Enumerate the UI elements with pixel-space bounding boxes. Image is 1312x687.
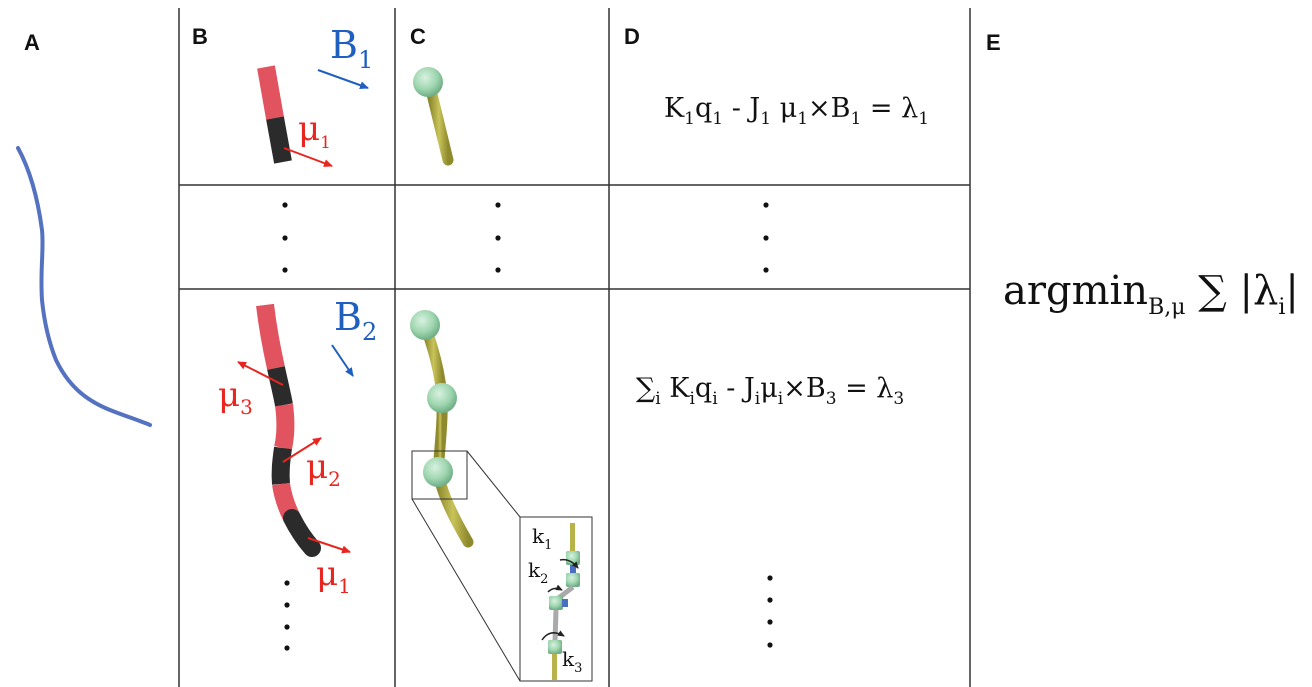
moment-arrow-top (283, 147, 333, 167)
zoom-line-top (466, 450, 521, 518)
rod-short (257, 65, 292, 164)
equation-single: K1q1 - J1 μ1×B1 = λ1 (664, 93, 929, 129)
moment-label-1: μ1 (316, 554, 351, 598)
moment-arrow-2 (282, 437, 322, 463)
zoom-source-box (411, 450, 468, 500)
spring-label-3: k3 (562, 647, 582, 676)
panel-label-b: B (192, 24, 208, 49)
spring-inset (519, 516, 593, 682)
sphere-3 (423, 457, 453, 487)
panel-label-a: A (24, 30, 40, 55)
bead-chain (410, 310, 474, 548)
spring-label-2: k2 (528, 558, 548, 587)
field-label-top: B1 (330, 23, 373, 74)
field-label-bottom: B2 (334, 295, 377, 346)
sphere-2 (427, 383, 457, 413)
rod-top (424, 80, 454, 166)
sphere-1 (410, 310, 440, 340)
moment-arrow-3 (237, 361, 284, 386)
spring-label-1: k1 (532, 524, 552, 553)
moment-label-3: μ3 (218, 375, 253, 419)
zoom-line-bottom (411, 498, 521, 682)
ellipsis-middle (282, 202, 769, 273)
field-arrow-bottom (331, 344, 354, 377)
moment-label-top: μ1 (298, 109, 331, 153)
equation-sum: ∑i Kiqi - Jiμi×B3 = λ3 (636, 373, 904, 409)
ellipsis-d-bottom (767, 575, 773, 648)
moment-label-2: μ2 (306, 447, 341, 491)
sphere-top (413, 67, 443, 97)
ellipsis-b-bottom (284, 580, 290, 651)
moment-arrow-1 (307, 537, 351, 554)
panel-grid (178, 8, 971, 687)
filament-curve (16, 146, 152, 427)
panel-label-d: D (624, 24, 640, 49)
optimization-expression: argminB,μ ∑ |λi| (1003, 268, 1299, 320)
field-arrow-top (317, 69, 369, 90)
rod-long (256, 303, 321, 557)
panel-label-e: E (986, 30, 1001, 55)
panel-label-c: C (410, 24, 426, 49)
